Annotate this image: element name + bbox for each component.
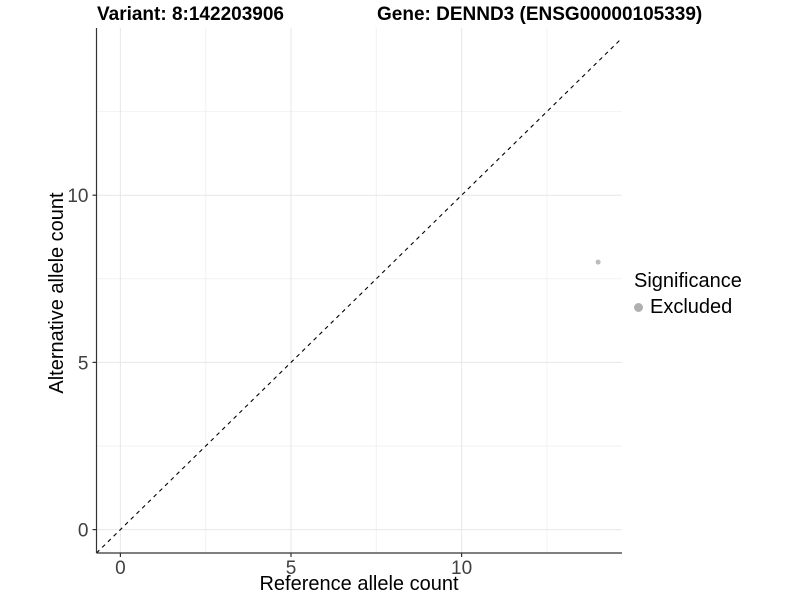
legend-item: Excluded: [634, 295, 742, 319]
legend-item-label: Excluded: [650, 296, 733, 318]
identity-line: [96, 37, 623, 554]
legend-title: Significance: [634, 270, 742, 292]
legend-point-icon: [634, 302, 643, 312]
data-point: [595, 259, 601, 265]
x-tick-label: 0: [115, 558, 126, 579]
plot-title-variant: Variant: 8:142203906: [97, 4, 284, 25]
y-tick-label: 5: [78, 353, 89, 374]
x-tick-label: 10: [451, 558, 472, 579]
y-tick-label: 10: [67, 186, 88, 207]
y-axis-title: Alternative allele count: [46, 192, 68, 394]
plot-title-gene: Gene: DENND3 (ENSG00000105339): [377, 4, 703, 25]
x-axis-title: Reference allele count: [259, 573, 459, 595]
x-tick-label: 5: [286, 558, 297, 579]
y-tick-label: 0: [78, 521, 89, 542]
legend: Significance Excluded: [634, 269, 742, 319]
legend-items: Excluded: [634, 295, 742, 319]
